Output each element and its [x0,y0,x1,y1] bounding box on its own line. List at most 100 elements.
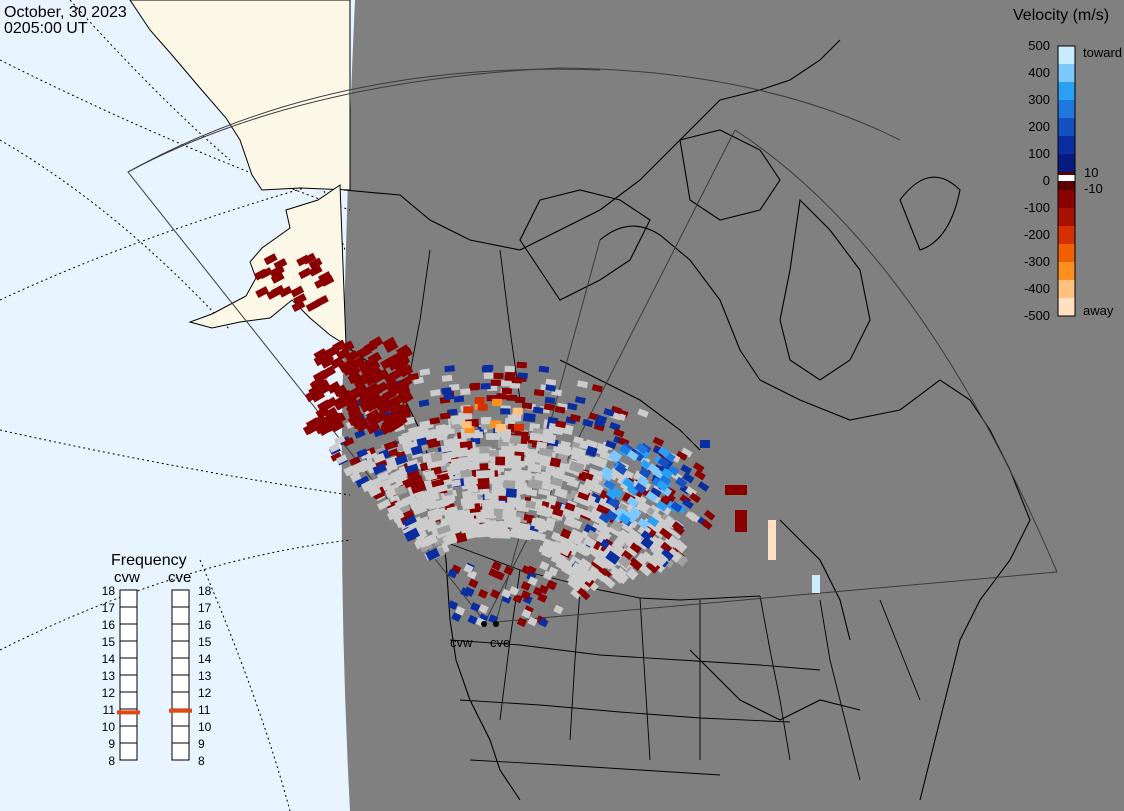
scatter-cell [476,514,486,524]
scatter-cell [685,510,698,522]
scatter-cell [496,424,507,431]
scatter-cell [461,421,472,429]
scatter-cell [344,397,360,411]
scatter-cell [394,484,408,497]
scatter-cell [525,488,538,497]
scatter-cell [647,463,660,475]
scatter-cell [387,483,400,494]
scatter-cell [482,522,497,533]
legend-tick-labels: 500400300200100100-10-100-200-300-400-50… [1024,38,1103,323]
scatter-cell [538,617,549,628]
scatter-cell [596,522,612,535]
scatter-cell [315,379,331,393]
scatter-cell [460,469,473,478]
scatter-cell [553,604,564,615]
scatter-cell [441,374,453,382]
scatter-cell [367,351,382,365]
scatter-cell [626,496,639,508]
scatter-cell [689,492,701,504]
scatter-cell [569,413,581,422]
scatter-cell [610,519,624,533]
scatter-cell [462,501,476,511]
frequency-scale-label: 10 [198,720,212,734]
scatter-cell [725,485,747,495]
scatter-cell [660,548,674,562]
scatter-cell [694,469,706,481]
frequency-scale-label: 13 [102,669,116,683]
scatter-cell [364,479,378,492]
scatter-cell [505,488,517,498]
scatter-cell [543,403,555,411]
cvw-site-label: cvw [450,635,473,650]
scatter-cell [508,586,520,596]
scatter-cell [503,480,516,489]
scatter-cell [605,440,617,450]
scatter-cell [443,437,459,447]
scatter-cell [451,612,462,622]
scatter-cell [447,600,459,611]
scatter-cell [333,435,346,445]
scatter-cell [308,264,323,277]
legend-title: Velocity (m/s) [1013,7,1109,24]
scatter-cell [586,529,600,541]
scatter-cell [416,428,430,438]
scatter-cell [489,495,499,502]
scatter-cell [577,380,589,389]
scatter-cell [657,456,670,469]
scatter-cell [427,428,439,439]
scatter-cell [613,543,627,556]
scatter-cell [539,471,552,482]
scatter-cell [366,421,381,435]
observation-date: October, 30 2023 [4,4,127,21]
legend-tick: 100 [1028,146,1050,161]
scatter-cell [609,450,622,462]
scatter-cell [483,372,494,379]
frequency-scale-label: 8 [108,754,115,768]
legend-swatch [1058,190,1075,209]
scatter-cell [380,356,395,370]
scatter-cell [501,502,515,511]
scatter-cell [570,561,586,576]
scatter-cell [480,417,492,425]
scatter-cell [458,411,473,420]
scatter-cell [583,535,597,549]
scatter-cell [461,524,474,533]
velocity-legend: Velocity (m/s) 500400300200100100-10-100… [1013,7,1122,323]
scatter-cell [503,565,514,576]
frequency-scale-label: 14 [198,652,212,666]
scatter-cell [424,490,440,503]
scatter-cell [573,493,588,506]
scatter-cell [398,346,413,360]
scatter-cell [579,508,594,520]
scatter-cell [605,550,621,565]
scatter-cell [697,481,710,492]
legend-frame [1057,45,1076,317]
scatter-cell [638,467,652,479]
scatter-cell [504,472,515,480]
scatter-cell [475,470,489,479]
scatter-cell [517,372,528,380]
scatter-cell [387,504,399,517]
scatter-cell [625,544,640,557]
scatter-cell [549,457,562,468]
scatter-cell [348,385,364,399]
frequency-indicator-cve [169,708,192,713]
scatter-cell [448,383,460,391]
frequency-columns: 18 17 16 15 14 13 12 11 10 9 8 18 17 16 15 14 13 12 11 10 9 8 [102,584,212,768]
legend-swatch [1058,280,1075,299]
scatter-cell [510,495,521,506]
scatter-cell [561,564,574,576]
scatter-cell [278,285,293,298]
scatter-cell [567,577,583,592]
scatter-cell [464,426,475,434]
scatter-cell [374,368,390,382]
scatter-cell [676,450,688,461]
scatter-cell [655,517,672,532]
scatter-cell [394,454,409,466]
scatter-cell [491,485,503,493]
legend-tick: -300 [1024,254,1050,269]
scatter-cell [500,408,511,415]
legend-tick: -400 [1024,281,1050,296]
scatter-cell [576,586,591,601]
